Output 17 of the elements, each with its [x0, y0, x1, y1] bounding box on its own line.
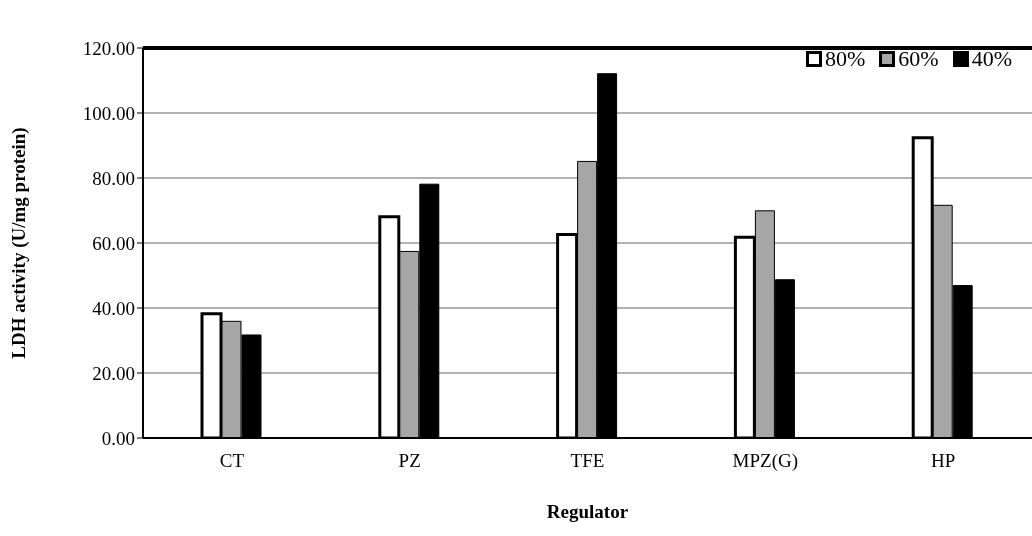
y-tick-label: 120.00	[82, 37, 135, 59]
y-axis-title: LDH activity (U/mg protein)	[7, 127, 30, 359]
legend-label: 60%	[898, 46, 939, 72]
legend-label: 40%	[971, 46, 1012, 72]
x-tick-label: TFE	[570, 450, 605, 472]
y-tick-label: 0.00	[101, 427, 135, 449]
y-tick-label: 60.00	[92, 232, 135, 254]
x-axis-title: Regulator	[546, 501, 629, 522]
x-tick-label: MPZ(G)	[732, 450, 799, 473]
y-tick-label: 100.00	[82, 102, 135, 124]
x-tick-label: CT	[219, 450, 245, 472]
y-tick-label: 20.00	[92, 362, 135, 384]
x-tick-label: HP	[930, 450, 956, 472]
legend-label: 80%	[825, 46, 866, 72]
x-tick-label: PZ	[398, 450, 421, 472]
y-tick-label: 40.00	[92, 297, 135, 319]
y-tick-label: 80.00	[92, 167, 135, 189]
